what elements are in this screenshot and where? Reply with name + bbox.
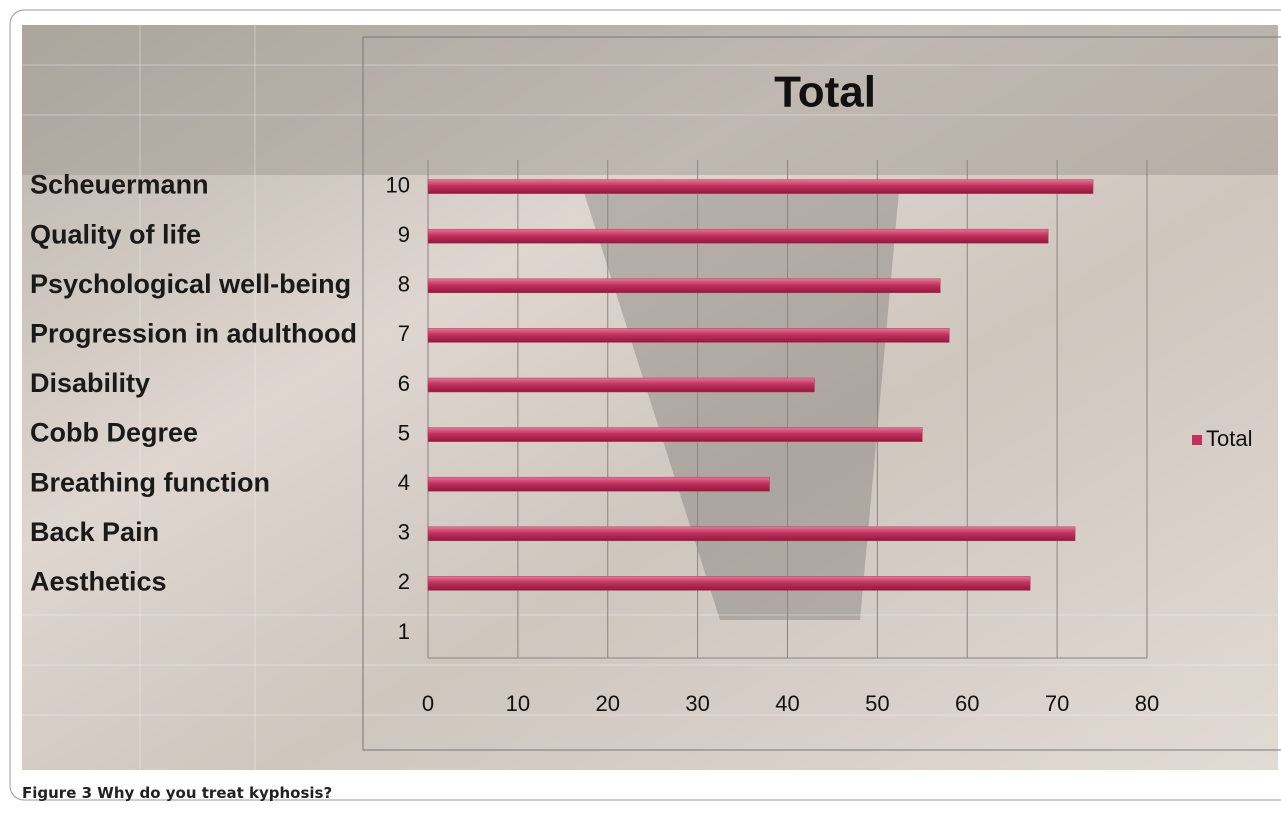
y-tick-label: 3 xyxy=(398,520,410,545)
caption-text: Why do you treat kyphosis? xyxy=(97,784,333,802)
background xyxy=(22,25,1278,770)
caption-label: Figure 3 xyxy=(22,784,93,802)
bar xyxy=(427,576,1031,591)
cell-lines xyxy=(22,25,1278,770)
x-tick-label: 40 xyxy=(775,691,799,716)
y-tick-label: 5 xyxy=(398,420,410,445)
row-label: Back Pain xyxy=(30,517,159,547)
bar xyxy=(427,427,923,442)
x-tick-label: 20 xyxy=(596,691,620,716)
bar xyxy=(427,476,770,492)
row-label: Quality of life xyxy=(30,219,201,249)
y-tick-label: 8 xyxy=(398,272,410,297)
x-tick-label: 60 xyxy=(955,691,979,716)
row-label: Scheuermann xyxy=(30,170,209,200)
y-tick-label: 7 xyxy=(398,321,410,346)
bar xyxy=(427,278,941,294)
x-tick-label: 50 xyxy=(865,691,889,716)
row-label: Cobb Degree xyxy=(30,418,198,448)
chart-title: Total xyxy=(774,68,876,117)
x-tick-label: 80 xyxy=(1135,691,1159,716)
frame xyxy=(9,9,1281,801)
bar xyxy=(427,526,1076,542)
bar xyxy=(427,179,1094,194)
legend-swatch xyxy=(1192,435,1202,445)
x-tick-label: 70 xyxy=(1045,691,1069,716)
y-tick-label: 10 xyxy=(386,172,410,197)
bar xyxy=(427,328,950,343)
row-label: Breathing function xyxy=(30,467,270,497)
row-label: Aesthetics xyxy=(30,567,167,597)
y-tick-label: 2 xyxy=(398,569,410,594)
x-tick-label: 10 xyxy=(506,691,530,716)
y-tick-label: 1 xyxy=(398,619,410,644)
x-tick-label: 30 xyxy=(685,691,709,716)
bar xyxy=(427,377,815,393)
legend-label: Total xyxy=(1206,426,1252,451)
background-band xyxy=(22,25,1278,175)
plot-frame xyxy=(362,36,1281,751)
y-tick-label: 9 xyxy=(398,222,410,247)
row-label: Progression in adulthood xyxy=(30,319,357,349)
row-label: Psychological well-being xyxy=(30,269,351,299)
row-label: Disability xyxy=(30,368,150,398)
caption: Figure 3 Why do you treat kyphosis? xyxy=(22,784,332,802)
y-tick-label: 4 xyxy=(398,470,410,495)
y-tick-label: 6 xyxy=(398,371,410,396)
bar xyxy=(427,228,1049,244)
x-tick-label: 0 xyxy=(422,691,434,716)
